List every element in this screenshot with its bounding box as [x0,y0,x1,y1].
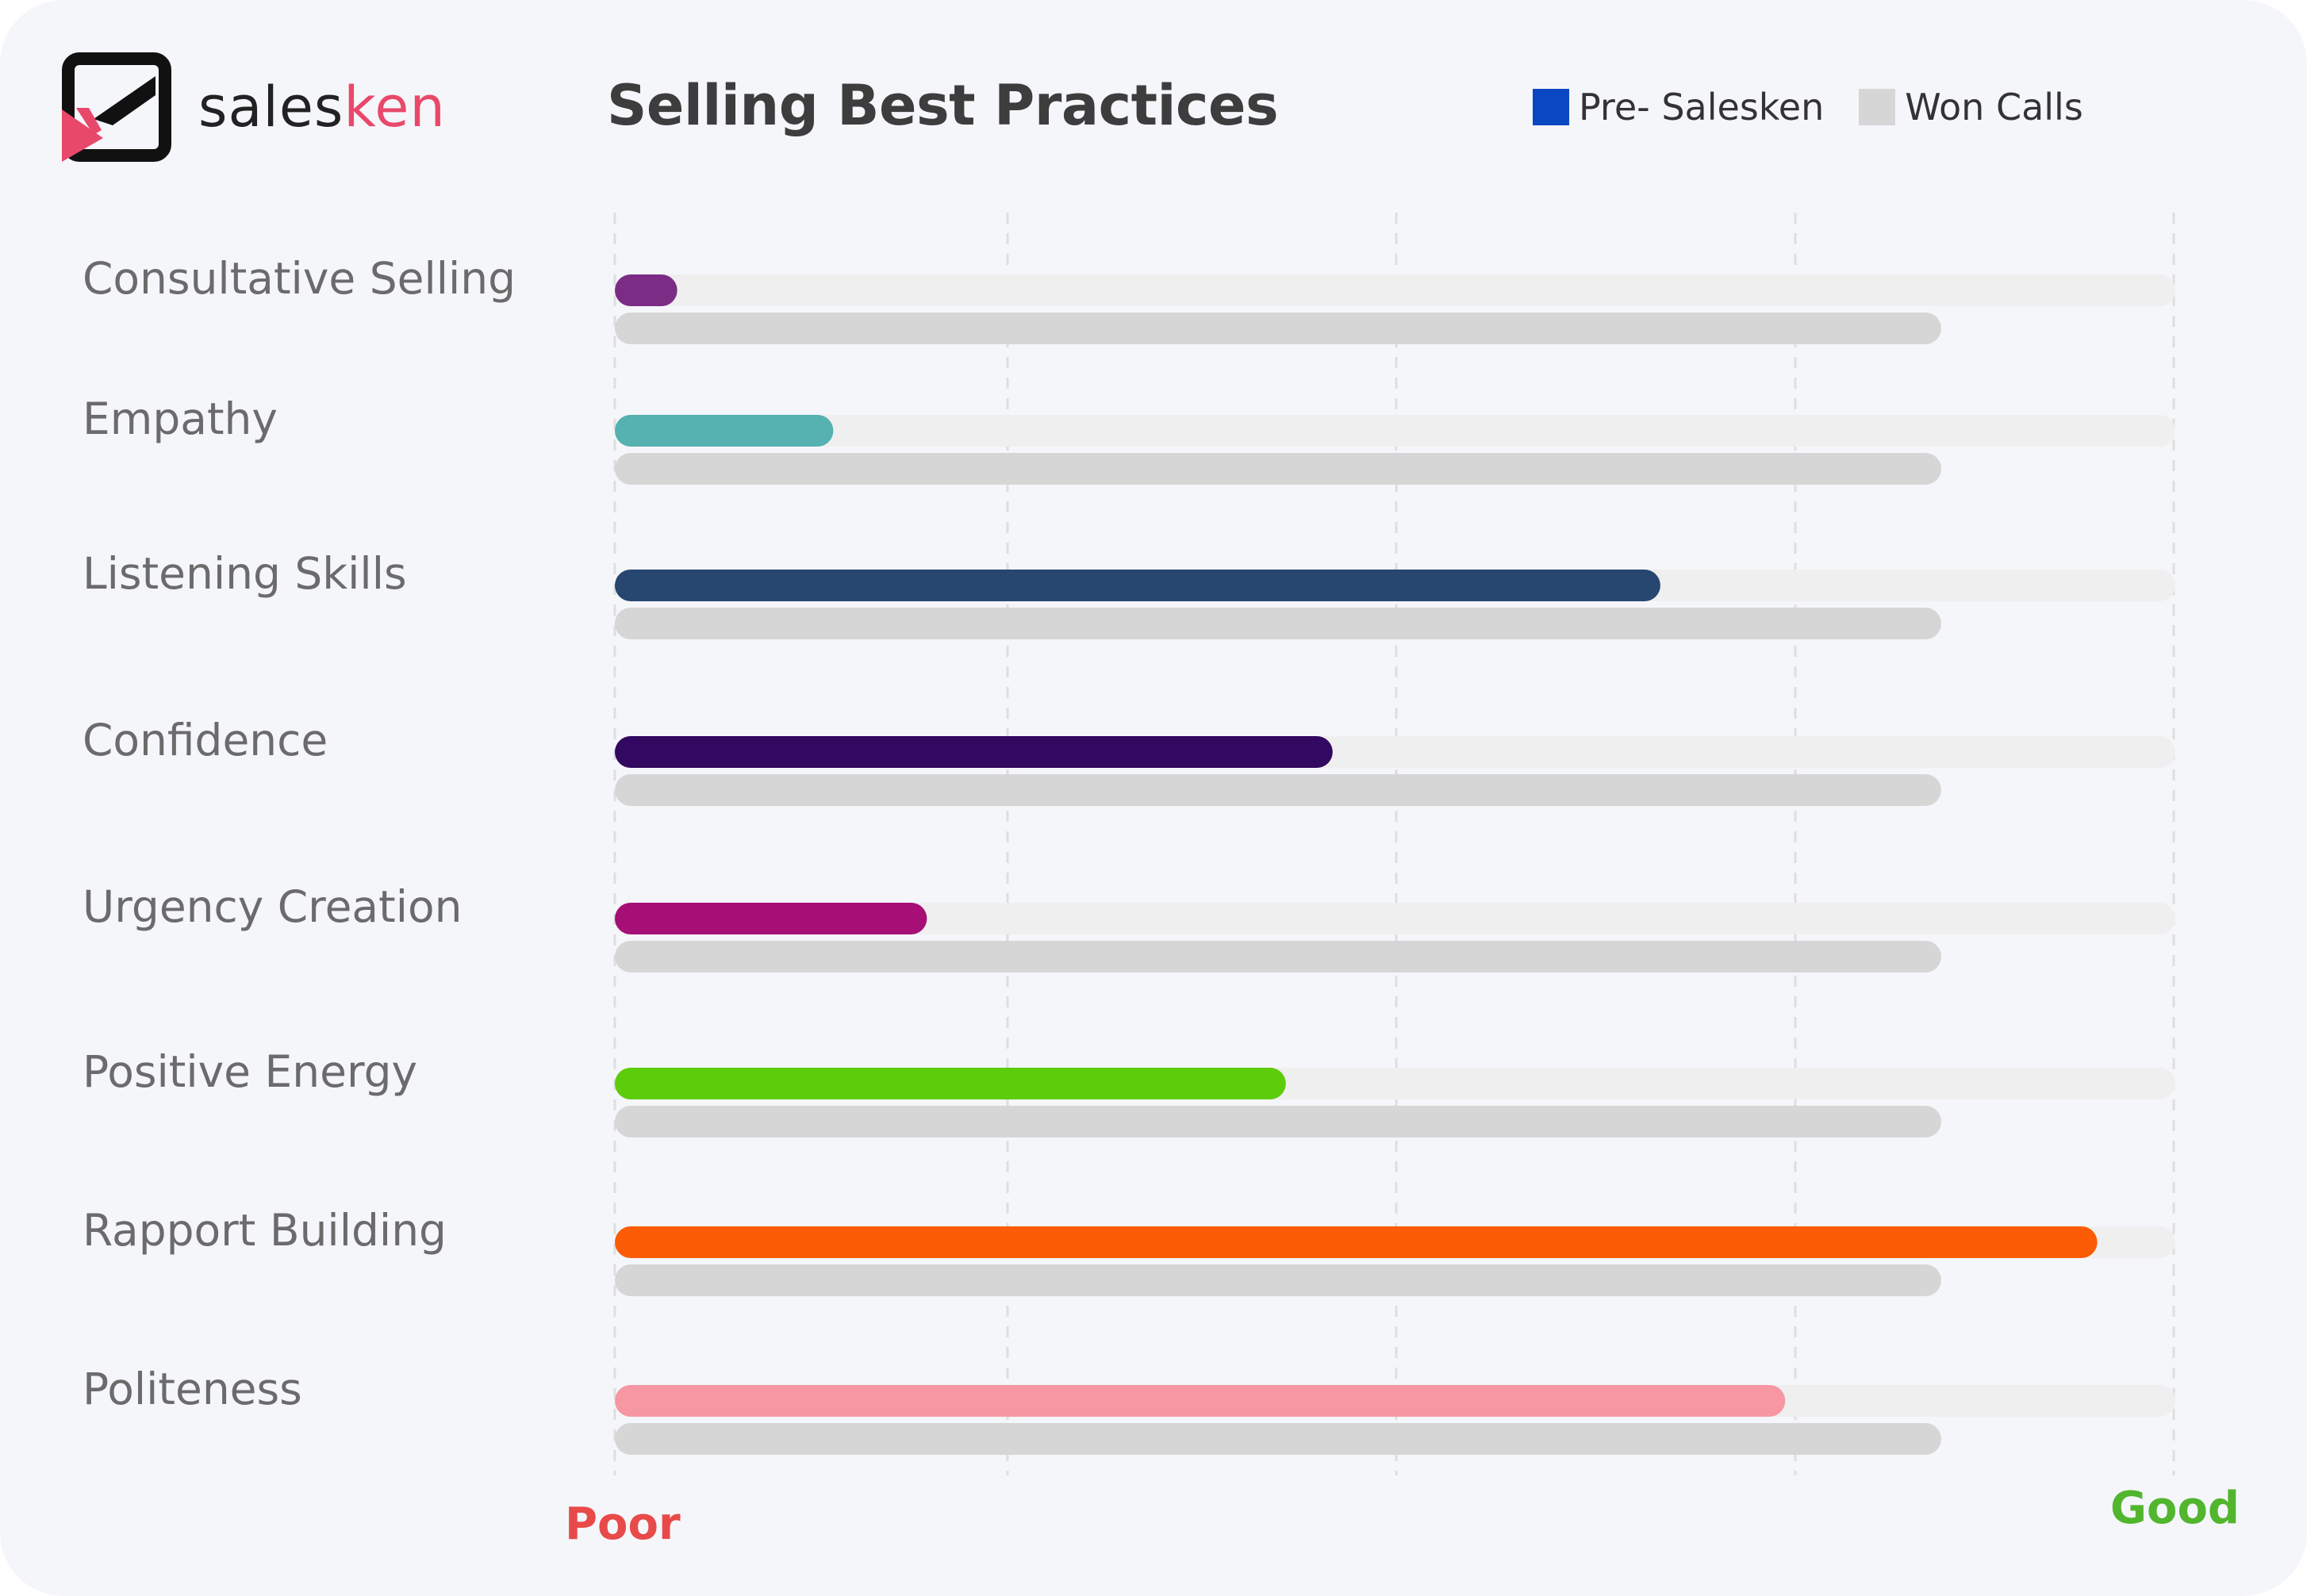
bar-won-calls-consultative-selling [615,313,1941,344]
bar-won-calls-urgency-creation [615,941,1941,973]
bar-pre-salesken-consultative-selling [615,274,678,306]
legend-swatch-pre-salesken [1533,89,1569,125]
bar-pre-salesken-politeness [615,1385,1786,1417]
brand-name: salesken [198,75,446,140]
bar-pre-salesken-listening-skills [615,570,1660,601]
legend-swatch-won-calls [1859,89,1896,125]
axis-label-poor: Poor [565,1498,681,1550]
category-label-urgency-creation: Urgency Creation [83,881,462,932]
brand-name-part1: sales [198,75,344,140]
bar-pre-salesken-positive-energy [615,1068,1286,1099]
bar-won-calls-rapport-building [615,1264,1941,1296]
bar-won-calls-politeness [615,1423,1941,1455]
legend-item-pre-salesken: Pre- Salesken [1533,86,1824,129]
legend-item-won-calls: Won Calls [1859,86,2083,129]
legend-label-won-calls: Won Calls [1905,86,2083,129]
category-label-confidence: Confidence [83,715,328,765]
bar-pre-salesken-urgency-creation [615,903,927,934]
axis-label-good: Good [2110,1483,2240,1534]
bar-pre-salesken-empathy [615,415,834,447]
brand-name-part2: ken [344,75,446,140]
track-empathy [615,415,2175,447]
bar-won-calls-empathy [615,453,1941,485]
track-urgency-creation [615,903,2175,934]
bar-won-calls-positive-energy [615,1106,1941,1138]
chart-title: Selling Best Practices [607,73,1279,138]
bar-won-calls-confidence [615,774,1941,806]
category-label-empathy: Empathy [83,393,278,444]
bar-pre-salesken-confidence [615,736,1333,768]
category-label-politeness: Politeness [83,1364,302,1414]
bar-won-calls-listening-skills [615,608,1941,639]
brand-logo: salesken [62,52,446,162]
chart-legend: Pre- Salesken Won Calls [1533,86,2118,129]
legend-label-pre-salesken: Pre- Salesken [1579,86,1825,129]
bar-pre-salesken-rapport-building [615,1226,2098,1258]
category-label-consultative-selling: Consultative Selling [83,253,516,304]
category-label-listening-skills: Listening Skills [83,548,407,599]
category-label-positive-energy: Positive Energy [83,1046,417,1097]
salesken-logo-icon [62,52,171,162]
category-label-rapport-building: Rapport Building [83,1205,447,1256]
track-consultative-selling [615,274,2175,306]
